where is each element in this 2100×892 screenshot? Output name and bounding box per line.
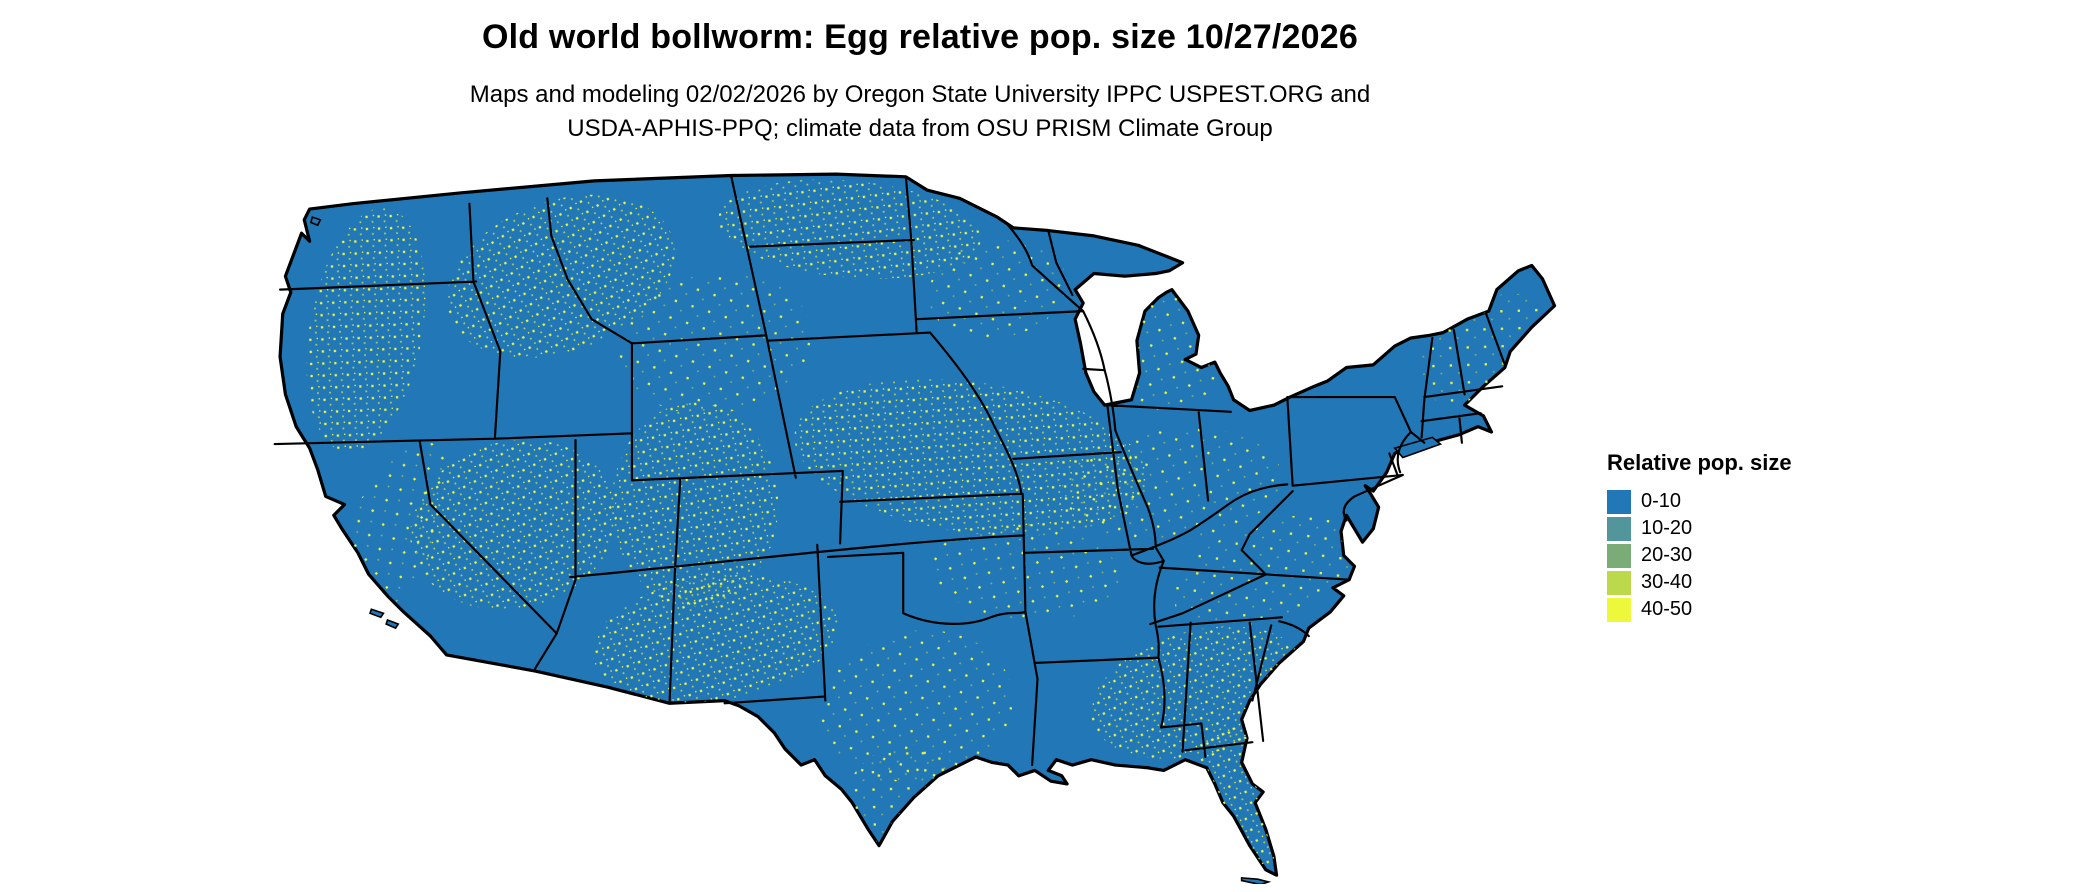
- us-map-svg: [273, 172, 1557, 884]
- puget-islands: [309, 216, 322, 227]
- channel-islands: [369, 608, 400, 630]
- legend-item: 30-40: [1607, 569, 1792, 596]
- state-borders: [273, 175, 1506, 767]
- legend-label: 0-10: [1641, 490, 1682, 512]
- florida-keys: [1240, 876, 1272, 884]
- subtitle: Maps and modeling 02/02/2026 by Oregon S…: [272, 78, 1568, 146]
- legend-item: 0-10: [1607, 488, 1792, 515]
- legend-swatch-30-40: [1607, 570, 1631, 595]
- legend-swatch-10-20: [1607, 516, 1631, 541]
- legend-label: 30-40: [1641, 571, 1693, 593]
- legend-label: 20-30: [1641, 544, 1693, 566]
- legend-swatch-40-50: [1607, 597, 1631, 622]
- subtitle-line-2: USDA-APHIS-PPQ; climate data from OSU PR…: [567, 115, 1273, 142]
- page-title: Old world bollworm: Egg relative pop. si…: [482, 18, 1358, 56]
- legend-title: Relative pop. size: [1607, 450, 1792, 475]
- legend-label: 10-20: [1641, 517, 1693, 539]
- legend-item: 10-20: [1607, 515, 1792, 542]
- legend-item: 20-30: [1607, 542, 1792, 569]
- us-map: [272, 168, 1568, 884]
- subtitle-line-1: Maps and modeling 02/02/2026 by Oregon S…: [469, 81, 1371, 108]
- long-island: [1393, 436, 1443, 459]
- legend-swatch-20-30: [1607, 543, 1631, 568]
- legend-item: 40-50: [1607, 596, 1792, 623]
- legend-label: 40-50: [1641, 598, 1693, 620]
- legend-swatch-0-10: [1607, 489, 1631, 514]
- legend: Relative pop. size 0-10 10-20 20-30 30-4…: [1607, 450, 1792, 623]
